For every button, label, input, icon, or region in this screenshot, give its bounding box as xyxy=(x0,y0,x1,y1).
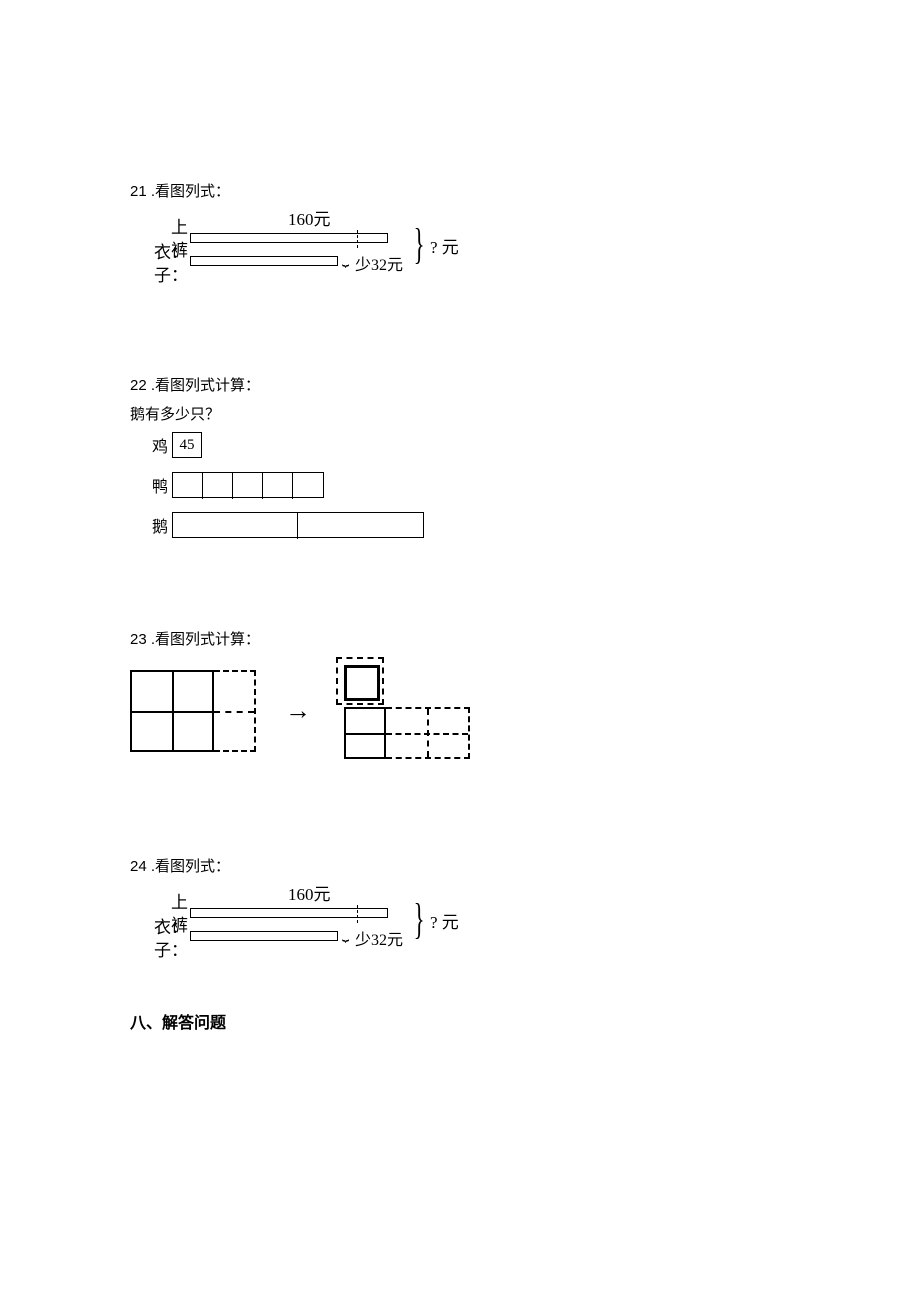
p22-goose-label: 鹅 xyxy=(140,513,168,537)
p22-duck-box xyxy=(172,472,324,498)
problem-21-title: 21 .看图列式： xyxy=(130,180,790,201)
p24-less-label: 少32元 xyxy=(355,926,403,950)
problem-24-diagram: 160元 上衣： 裤子： ⏟ 少32元 } ? 元 xyxy=(140,884,480,959)
p22-duck-row: 鸭 xyxy=(140,472,790,498)
p22-chicken-row: 鸡 45 xyxy=(140,432,790,458)
p21-question: ? 元 xyxy=(430,233,459,258)
p24-pants-bar xyxy=(190,931,338,941)
problem-22-title: 22 .看图列式计算： xyxy=(130,374,790,395)
p21-top-value: 160元 xyxy=(288,205,331,230)
p21-small-brace-icon: ⏟ xyxy=(342,249,349,269)
p21-shirt-bar xyxy=(190,233,388,243)
p24-small-brace-icon: ⏟ xyxy=(342,924,349,944)
p23-diagram: → xyxy=(130,657,790,765)
p22-goose-cell xyxy=(298,513,423,539)
p21-pants-bar xyxy=(190,256,338,266)
p22-duck-cell xyxy=(293,473,323,499)
p22-duck-cell xyxy=(233,473,263,499)
p22-duck-cell xyxy=(173,473,203,499)
p22-duck-cell xyxy=(263,473,293,499)
p22-chicken-box: 45 xyxy=(172,432,202,458)
p23-bottom-row xyxy=(344,707,470,759)
problem-22: 22 .看图列式计算： 鹅有多少只？ 鸡 45 鸭 鹅 xyxy=(130,374,790,538)
p21-tick xyxy=(357,230,358,248)
problem-23: 23 .看图列式计算： → xyxy=(130,628,790,765)
p21-pants-label: 裤子： xyxy=(140,236,188,286)
p23-hline xyxy=(214,711,254,713)
problem-21-diagram: 160元 上衣： 裤子： ⏟ 少32元 } ? 元 xyxy=(140,209,480,284)
p22-chicken-label: 鸡 xyxy=(140,433,168,457)
p23-hline xyxy=(346,733,384,735)
problem-21: 21 .看图列式： 160元 上衣： 裤子： ⏟ 少32元 } ? 元 xyxy=(130,180,790,284)
problem-24-title: 24 .看图列式： xyxy=(130,855,790,876)
p23-top-dashed-square xyxy=(336,657,384,705)
p24-pants-label: 裤子： xyxy=(140,911,188,961)
problem-24: 24 .看图列式： 160元 上衣： 裤子： ⏟ 少32元 } ? 元 xyxy=(130,855,790,959)
p22-goose-row: 鹅 xyxy=(140,512,790,538)
p23-vline xyxy=(427,709,429,757)
p23-top-solid-square xyxy=(344,665,380,701)
p21-big-brace-icon: } xyxy=(414,219,425,270)
p22-goose-box xyxy=(172,512,424,538)
p22-duck-cell xyxy=(203,473,233,499)
p21-less-label: 少32元 xyxy=(355,251,403,275)
p24-top-value: 160元 xyxy=(288,880,331,905)
p23-vline xyxy=(172,672,174,750)
p23-left-grid xyxy=(130,670,260,752)
p24-big-brace-icon: } xyxy=(414,894,425,945)
p22-goose-cell xyxy=(173,513,298,539)
p24-row-pants: 裤子： xyxy=(140,927,338,945)
p23-bottom-dashed xyxy=(386,707,470,759)
p24-shirt-bar xyxy=(190,908,388,918)
p23-left-dashed xyxy=(214,670,256,752)
p21-row-pants: 裤子： xyxy=(140,252,338,270)
p22-duck-label: 鸭 xyxy=(140,473,168,497)
p24-question: ? 元 xyxy=(430,908,459,933)
p24-tick xyxy=(357,905,358,923)
p23-left-solid xyxy=(130,670,214,752)
p22-diagram: 鸡 45 鸭 鹅 xyxy=(140,432,790,538)
p23-bottom-solid xyxy=(344,707,386,759)
problem-22-subtitle: 鹅有多少只？ xyxy=(130,403,790,424)
p23-right-grid xyxy=(336,657,472,765)
arrow-icon: → xyxy=(285,696,311,726)
section-8-header: 八、解答问题 xyxy=(130,1009,790,1033)
problem-23-title: 23 .看图列式计算： xyxy=(130,628,790,649)
